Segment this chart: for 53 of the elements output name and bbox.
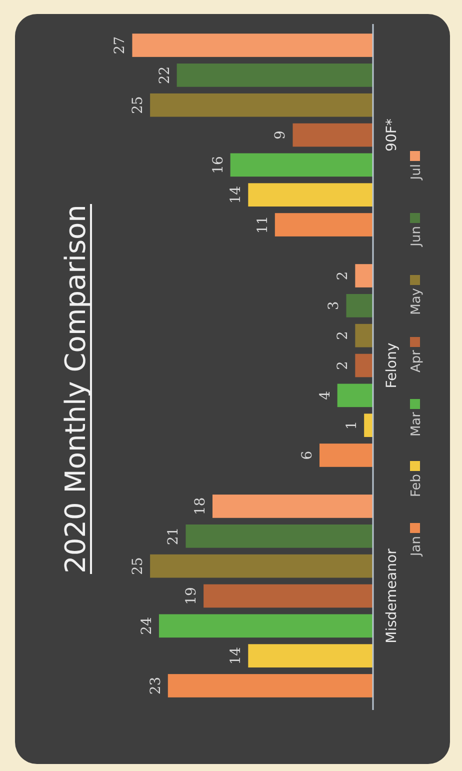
bar (132, 34, 373, 57)
data-label: 3 (326, 301, 342, 310)
data-label: 27 (112, 36, 128, 54)
data-label: 23 (148, 676, 164, 695)
y-tick-label: Misdemeanor (384, 548, 400, 644)
data-label: 2 (335, 331, 352, 340)
bar (158, 614, 373, 638)
bar (337, 384, 373, 408)
data-label: 1 (344, 420, 360, 430)
data-label: 14 (228, 186, 244, 204)
data-label: 14 (228, 646, 244, 665)
bar (355, 324, 373, 348)
data-label: 16 (210, 156, 226, 174)
legend-label: Jan (409, 536, 424, 558)
data-label: 24 (138, 616, 155, 635)
bar (168, 674, 373, 698)
data-label: 4 (317, 390, 334, 400)
bar (150, 93, 373, 117)
data-label: 25 (130, 557, 146, 575)
data-label: 19 (184, 587, 200, 605)
legend-label: Feb (409, 474, 424, 498)
data-label: 2 (335, 271, 352, 280)
legend-label: Mar (409, 411, 424, 437)
bar (319, 444, 373, 467)
data-label: 18 (192, 497, 208, 516)
bar (355, 354, 373, 378)
bar (364, 414, 373, 437)
data-label: 22 (156, 66, 173, 84)
bar (355, 264, 373, 288)
data-label: 2 (335, 361, 352, 370)
data-label: 6 (299, 450, 316, 460)
legend-label: Jun (409, 226, 424, 248)
bar (212, 494, 373, 518)
text: 2020 Monthly Comparison (59, 204, 92, 574)
bar (248, 183, 373, 207)
data-label: 21 (166, 527, 182, 546)
legend-label: Apr (409, 349, 424, 372)
legend-label: Jul (409, 164, 424, 181)
data-label: 25 (130, 96, 146, 114)
data-label: 9 (272, 130, 289, 140)
bar (248, 644, 373, 668)
bar (292, 123, 373, 147)
bar (176, 64, 373, 87)
bar (346, 294, 373, 318)
data-label: 11 (254, 216, 271, 234)
bar (186, 524, 373, 548)
y-tick-label: 90F* (384, 118, 400, 152)
bar (274, 213, 373, 236)
legend-label: May (409, 288, 424, 315)
bar (230, 153, 373, 177)
y-tick-label: Felony (384, 342, 400, 388)
bar (204, 584, 373, 608)
bar (150, 554, 373, 578)
